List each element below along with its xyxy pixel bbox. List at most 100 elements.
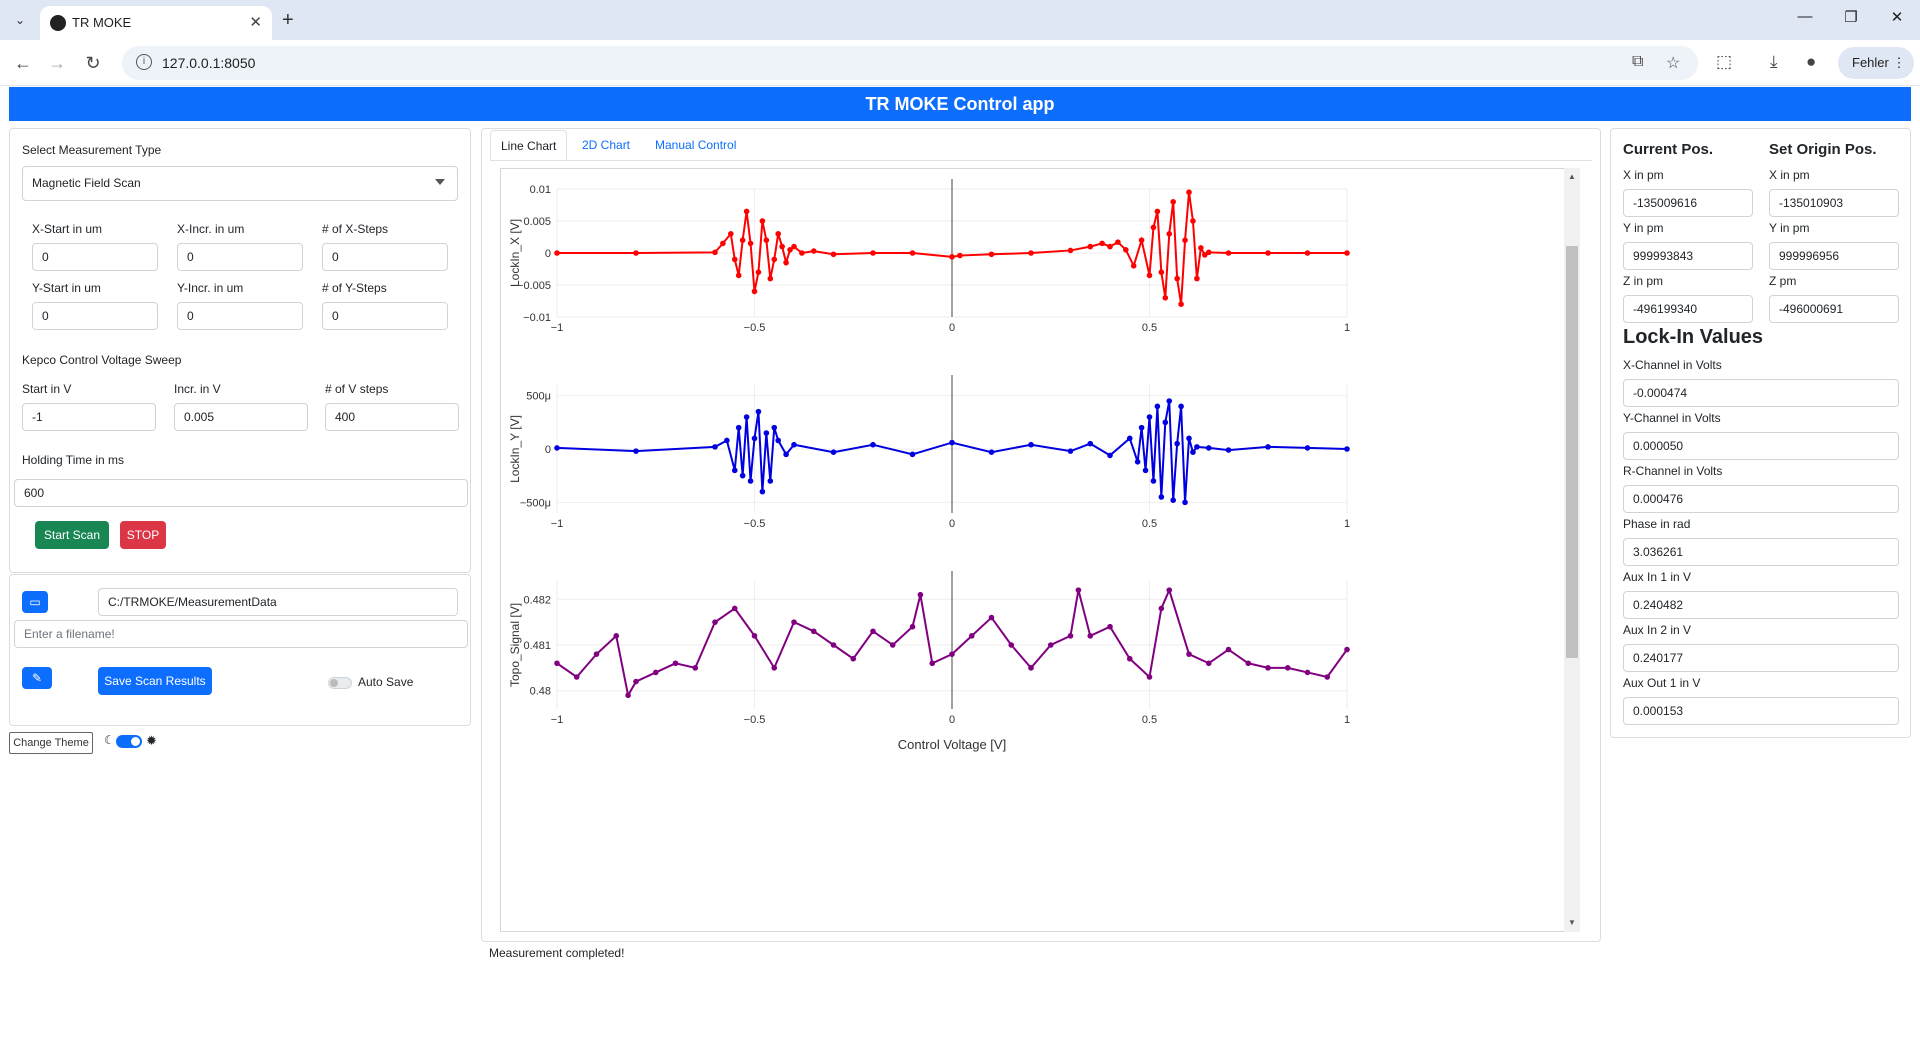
minimize-icon[interactable]: — (1797, 8, 1813, 25)
lockin-y-point (1107, 452, 1113, 459)
lockin-y-point (1154, 403, 1161, 410)
save-card: ▭ C:/TRMOKE/MeasurementData Enter a file… (9, 574, 471, 726)
current-y-input[interactable]: 999993843 (1623, 242, 1753, 270)
lockin-y-point (724, 437, 730, 444)
forward-icon[interactable]: → (48, 53, 66, 73)
close-tab-icon[interactable]: ✕ (249, 14, 262, 31)
topo-signal-point (889, 642, 896, 648)
lockin-x-point (1170, 199, 1176, 205)
x-incr-input[interactable]: 0 (177, 243, 303, 271)
browser-tab-strip: ⌄ TR MOKE ✕ + — ❐ ✕ (0, 0, 1920, 40)
lockin-y-point (743, 414, 750, 420)
lockin-y-point (1190, 449, 1196, 456)
bookmark-star-icon[interactable]: ☆ (1666, 55, 1681, 72)
lockin-y-point (739, 472, 746, 479)
filename-input[interactable]: Enter a filename! (14, 620, 468, 648)
origin-y-input[interactable]: 999996956 (1769, 242, 1899, 270)
back-icon[interactable]: ← (14, 53, 32, 73)
start-scan-button[interactable]: Start Scan (35, 521, 109, 549)
lockin-x-point (554, 250, 560, 256)
tab-search-icon[interactable]: ⌄ (14, 13, 26, 27)
address-bar[interactable]: i 127.0.0.1:8050 ⧉ ☆ (122, 46, 1698, 80)
topo-signal-chart: 0.482 0.481 0.48 −1 −0.5 0 0.5 1 Topo_Signal [V]… (508, 571, 1350, 752)
site-info-icon[interactable]: i (136, 54, 152, 70)
r-channel-label: R-Channel in Volts (1623, 464, 1723, 478)
aux-in-2-value: 0.240177 (1623, 644, 1899, 672)
y-steps-input[interactable]: 0 (322, 302, 448, 330)
topo-signal-point (652, 669, 659, 676)
y-tick-label: 0.48 (530, 686, 551, 698)
x-tick-label: −1 (551, 714, 564, 726)
save-scan-results-button[interactable]: Save Scan Results (98, 667, 212, 695)
phase-label: Phase in rad (1623, 517, 1691, 531)
aux-in-1-value: 0.240482 (1623, 591, 1899, 619)
scroll-down-icon[interactable]: ▼ (1568, 918, 1576, 927)
folder-path-input[interactable]: C:/TRMOKE/MeasurementData (98, 588, 458, 616)
topo-signal-point (1067, 633, 1074, 639)
topo-signal-point (949, 651, 955, 657)
v-incr-input[interactable]: 0.005 (174, 403, 308, 431)
new-tab-icon[interactable]: + (282, 9, 294, 31)
lockin-x-point (759, 218, 766, 224)
y-start-input[interactable]: 0 (32, 302, 158, 330)
measurement-type-label: Select Measurement Type (22, 143, 162, 157)
measurement-type-select[interactable]: Magnetic Field Scan (22, 166, 458, 201)
topo-signal-point (1075, 587, 1082, 593)
y-incr-input[interactable]: 0 (177, 302, 303, 330)
topo-signal-point (573, 674, 580, 680)
holding-time-input[interactable]: 600 (14, 479, 468, 507)
lockin-x-point (783, 259, 789, 266)
v-incr-label: Incr. in V (174, 382, 221, 396)
topo-signal-point (1225, 646, 1232, 653)
folder-button[interactable]: ▭ (22, 591, 48, 613)
lockin-x-point (735, 272, 742, 279)
stop-button[interactable]: STOP (120, 521, 166, 549)
y-axis-label: Topo_Signal [V] (508, 603, 522, 687)
tab-manual-control[interactable]: Manual Control (655, 138, 737, 152)
browser-tab[interactable]: TR MOKE ✕ (40, 6, 272, 40)
v-start-input[interactable]: -1 (22, 403, 156, 431)
tab-2d-chart[interactable]: 2D Chart (582, 138, 631, 152)
lockin-x-point (957, 252, 963, 259)
current-x-input[interactable]: -135009616 (1623, 189, 1753, 217)
lockin-y-point (1146, 414, 1153, 420)
lockin-x-point (1304, 250, 1311, 256)
close-window-icon[interactable]: ✕ (1890, 9, 1904, 26)
x-channel-value: -0.000474 (1623, 379, 1899, 407)
extensions-icon[interactable]: ⬚ (1716, 52, 1733, 71)
folder-icon: ▭ (29, 595, 41, 609)
topo-signal-point (1284, 665, 1291, 671)
aux-in-1-label: Aux In 1 in V (1623, 570, 1692, 584)
origin-x-input[interactable]: -135010903 (1769, 189, 1899, 217)
current-x-label: X in pm (1623, 168, 1664, 182)
x-start-input[interactable]: 0 (32, 243, 158, 271)
lockin-x-point (728, 231, 734, 237)
lockin-y-point (759, 488, 766, 495)
v-steps-input[interactable]: 400 (325, 403, 459, 431)
tab-line-chart[interactable]: Line Chart (490, 130, 568, 160)
profile-button[interactable]: Fehler ⋮ (1838, 47, 1914, 79)
lockin-y-point (1178, 403, 1184, 410)
reload-icon[interactable]: ↻ (85, 53, 101, 73)
lockin-x-point (1344, 250, 1350, 256)
chart-scrollbar-thumb[interactable] (1566, 246, 1578, 658)
origin-z-input[interactable]: -496000691 (1769, 295, 1899, 323)
topo-signal-point (929, 660, 936, 667)
restore-icon[interactable]: ❐ (1844, 9, 1858, 26)
lockin-x-chart: 0.01 0.005 0 −0.005 −0.01−1 −0.5 0 0.5 1 LockIn_X… (508, 179, 1350, 334)
y-tick-label: 0.482 (523, 594, 551, 606)
scroll-up-icon[interactable]: ▲ (1568, 172, 1576, 181)
current-z-input[interactable]: -496199340 (1623, 295, 1753, 323)
auto-save-label: Auto Save (358, 675, 414, 689)
topo-signal-point (988, 614, 995, 621)
auto-save-toggle[interactable] (328, 677, 352, 689)
change-theme-button[interactable]: Change Theme (9, 732, 93, 754)
theme-toggle[interactable] (116, 735, 142, 748)
edit-button[interactable]: ✎ (22, 667, 52, 689)
toggle-knob (131, 737, 140, 746)
translate-icon[interactable]: ⧉ (1632, 53, 1644, 70)
lockin-y-point (1126, 435, 1133, 442)
download-icon[interactable]: ⤓ (1770, 52, 1778, 71)
x-steps-input[interactable]: 0 (322, 243, 448, 271)
account-icon[interactable]: ● (1806, 52, 1817, 71)
